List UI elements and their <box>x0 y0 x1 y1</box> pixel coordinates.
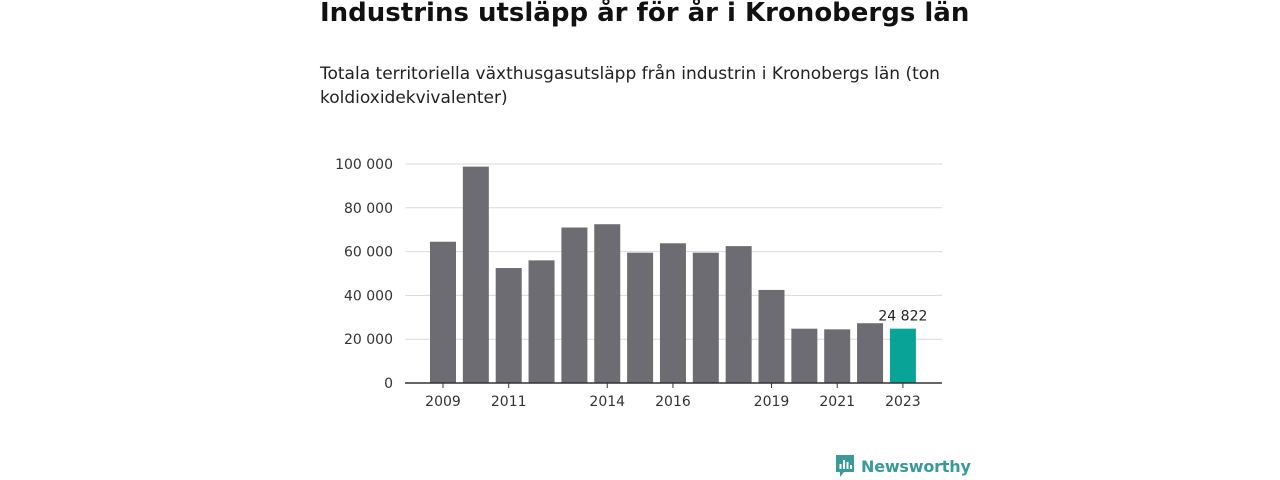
x-tick-label: 2011 <box>491 394 527 410</box>
chart-title: Industrins utsläpp år för år i Kronoberg… <box>320 0 970 28</box>
y-tick-label: 20 000 <box>344 332 393 348</box>
y-tick-label: 80 000 <box>344 201 393 217</box>
newsworthy-icon <box>836 455 854 477</box>
bar-2013 <box>561 227 588 383</box>
bar-2010 <box>462 166 489 383</box>
bar-2014 <box>594 224 621 383</box>
x-tick-label: 2016 <box>655 394 691 410</box>
annotations: 24 822 <box>878 309 927 325</box>
bar-2019 <box>758 289 785 383</box>
bars <box>430 166 916 383</box>
x-tick-label: 2023 <box>885 394 921 410</box>
bar-2020 <box>791 328 818 383</box>
y-tick-label: 0 <box>384 376 393 392</box>
bar-2016 <box>659 243 686 383</box>
bar-2018 <box>725 246 752 383</box>
x-tick-label: 2009 <box>425 394 461 410</box>
y-tick-label: 100 000 <box>335 157 393 173</box>
chart-subtitle: Totala territoriella växthusgasutsläpp f… <box>320 64 940 108</box>
bar-2009 <box>430 241 456 383</box>
x-axis: 2009 2011 2014 2016 2019 2021 2023 <box>405 382 942 410</box>
x-tick-label: 2014 <box>589 394 625 410</box>
data-label-highlight: 24 822 <box>878 309 927 325</box>
bar-2012 <box>528 260 555 383</box>
bar-2022 <box>857 323 884 383</box>
y-axis-labels: 0 20 000 40 000 60 000 80 000 100 000 <box>335 157 393 392</box>
newsworthy-logo[interactable]: Newsworthy <box>835 454 971 478</box>
y-tick-label: 40 000 <box>344 288 393 304</box>
bar-2021 <box>824 329 851 383</box>
brand-name: Newsworthy <box>861 456 971 476</box>
bar-2015 <box>627 252 654 383</box>
bar-2023 <box>889 328 916 383</box>
y-tick-label: 60 000 <box>344 245 393 261</box>
bar-2011 <box>495 268 522 383</box>
bar-2017 <box>692 252 719 383</box>
x-tick-label: 2021 <box>819 394 855 410</box>
x-tick-label: 2019 <box>754 394 790 410</box>
